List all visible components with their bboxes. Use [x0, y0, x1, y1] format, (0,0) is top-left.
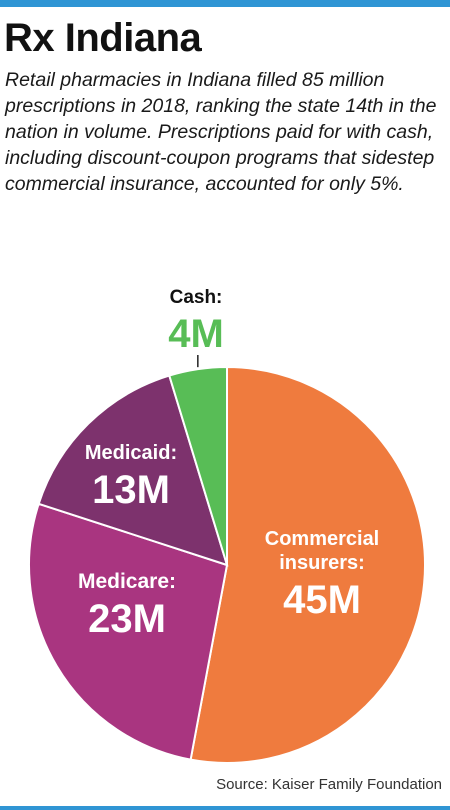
- slice-value-label: 45M: [283, 578, 361, 622]
- slice-value-label: 13M: [92, 468, 170, 512]
- slice-name-label: Medicaid:: [85, 442, 177, 464]
- pie-slice-cash: [168, 365, 228, 566]
- pie-slice-medicare: [28, 502, 229, 761]
- slice-name-label: Commercial insurers:: [265, 528, 380, 574]
- page-subtitle: Retail pharmacies in Indiana filled 85 m…: [5, 69, 437, 195]
- pie-slices: [28, 365, 426, 764]
- slice-name-label: Medicare:: [78, 570, 176, 593]
- page-title: Rx Indiana: [4, 16, 202, 60]
- top-accent-rule: [0, 0, 450, 7]
- slice-name-label: Cash:: [170, 287, 223, 308]
- pie-slice-medicaid: [37, 374, 229, 567]
- pie-slice-commercial-insurers: [189, 365, 426, 764]
- pie-labels: Commercial insurers:45M Medicare: 23M Medica…: [78, 287, 379, 641]
- slice-value-label: 4M: [168, 312, 224, 356]
- slice-value-label: 23M: [88, 597, 166, 641]
- pie-chart: Commercial insurers:45M Medicare: 23M Medica…: [28, 287, 426, 764]
- source-note: Source: Kaiser Family Foundation: [216, 776, 442, 793]
- bottom-accent-rule: [0, 806, 450, 810]
